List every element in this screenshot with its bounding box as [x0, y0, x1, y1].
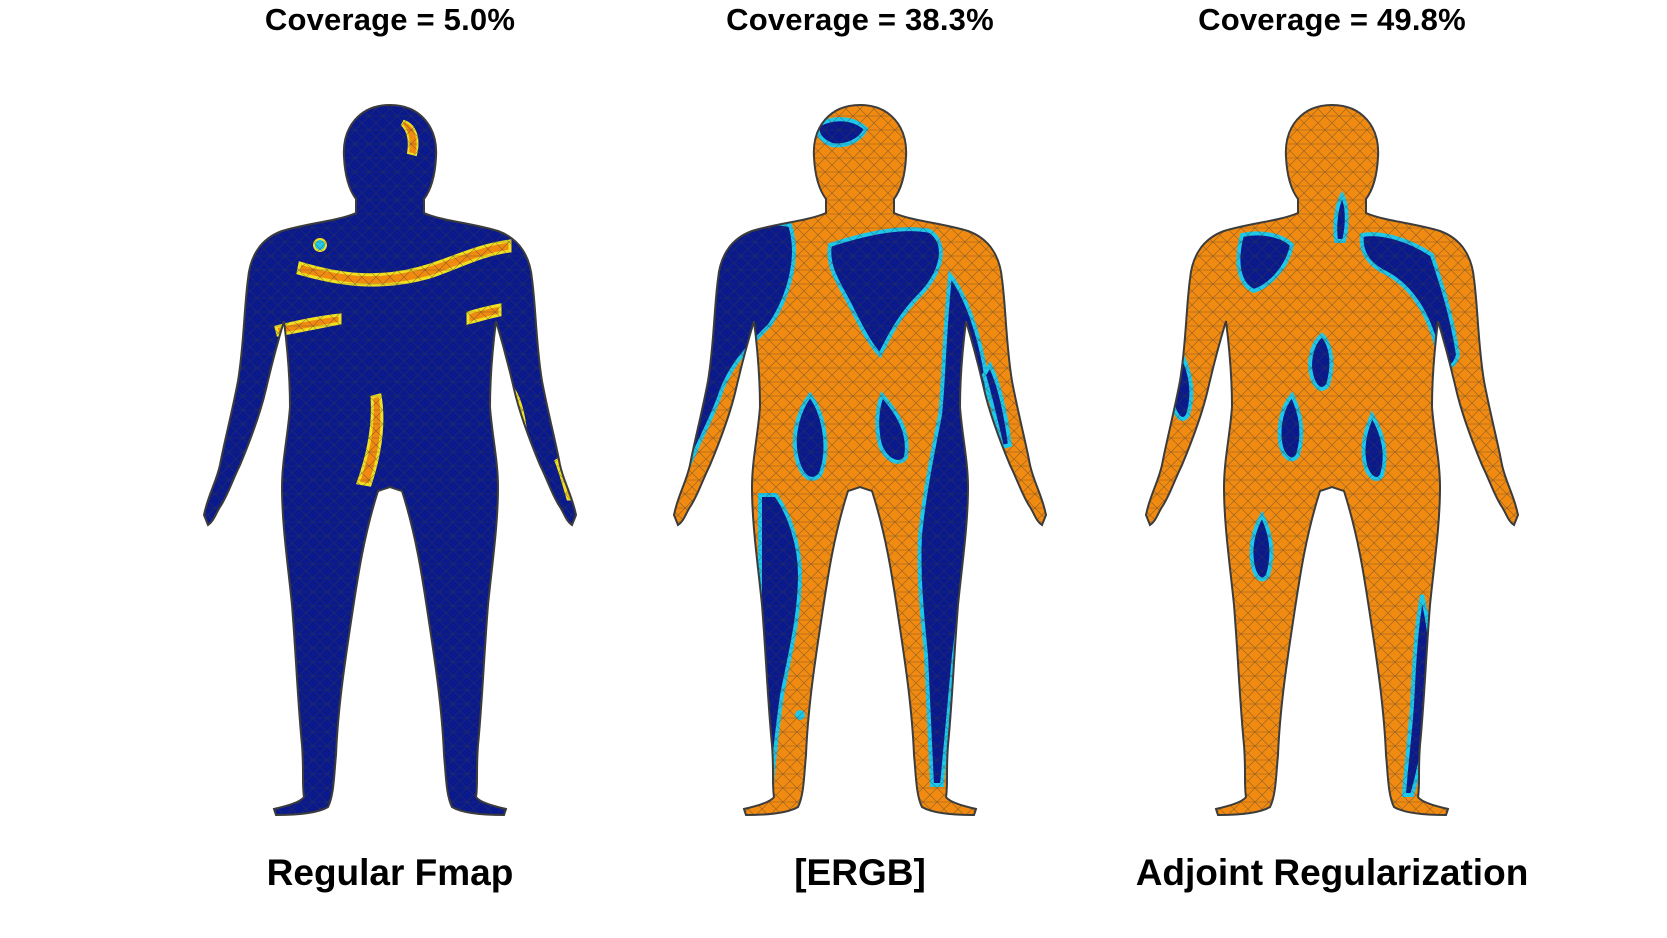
- method-label: Regular Fmap: [266, 852, 514, 893]
- body-mesh-figure: [1145, 104, 1519, 816]
- method-label: Adjoint Regularization: [1135, 852, 1529, 893]
- panel-ergb: Coverage = 38.3% [ERGB]: [600, 0, 1120, 938]
- coverage-title: Coverage = 49.8%: [1198, 2, 1466, 37]
- coverage-title: Coverage = 5.0%: [264, 2, 516, 37]
- panel-adjoint-regularization: Coverage = 49.8% Adjoint Regularization: [1072, 0, 1592, 938]
- body-mesh-figure: [203, 104, 577, 816]
- panel-regular-fmap: Coverage = 5.0% Regular Fmap: [130, 0, 650, 938]
- coverage-title: Coverage = 38.3%: [726, 2, 994, 37]
- method-label: [ERGB]: [794, 852, 926, 893]
- body-mesh-figure: [673, 104, 1047, 816]
